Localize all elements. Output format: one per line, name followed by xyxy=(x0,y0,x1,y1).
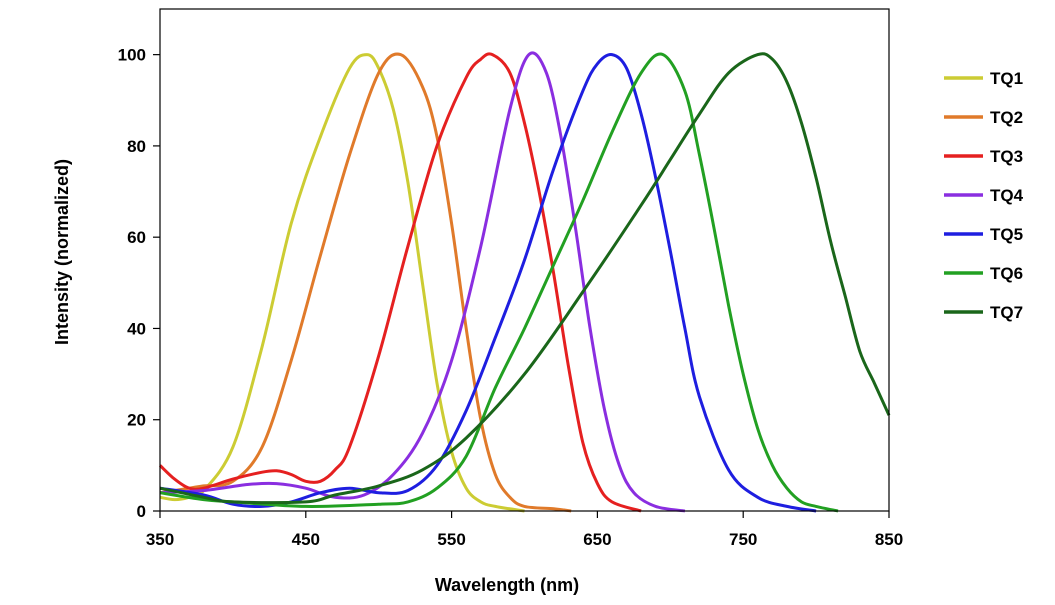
x-tick-label: 650 xyxy=(583,530,611,549)
series-line-tq6 xyxy=(159,52,839,513)
y-tick-label: 100 xyxy=(118,46,146,65)
x-axis: 350 450 550 650 750 850 xyxy=(146,511,903,549)
series-line-tq5 xyxy=(159,53,817,513)
series-line-tq3 xyxy=(158,52,642,513)
y-tick-label: 40 xyxy=(127,319,146,338)
x-tick-label: 450 xyxy=(292,530,320,549)
legend-label-tq1: TQ1 xyxy=(990,69,1023,88)
x-axis-title: Wavelength (nm) xyxy=(435,575,579,595)
plot-series-group xyxy=(158,51,891,513)
y-tick-label: 20 xyxy=(127,411,146,430)
legend-label-tq7: TQ7 xyxy=(990,303,1023,322)
legend-label-tq5: TQ5 xyxy=(990,225,1023,244)
series-line-tq1 xyxy=(159,53,525,513)
x-tick-label: 550 xyxy=(437,530,465,549)
y-tick-label: 80 xyxy=(127,137,146,156)
y-tick-label: 0 xyxy=(137,502,146,521)
legend-label-tq3: TQ3 xyxy=(990,147,1023,166)
x-tick-label: 850 xyxy=(875,530,903,549)
y-axis-title: Intensity (normalized) xyxy=(52,159,72,345)
series-line-tq7 xyxy=(159,52,891,505)
legend-label-tq6: TQ6 xyxy=(990,264,1023,283)
x-tick-label: 350 xyxy=(146,530,174,549)
y-tick-label: 60 xyxy=(127,228,146,247)
x-tick-label: 750 xyxy=(729,530,757,549)
legend-label-tq4: TQ4 xyxy=(990,186,1024,205)
series-line-tq4 xyxy=(159,51,686,513)
y-axis: 0 20 40 60 80 100 xyxy=(118,46,160,521)
legend: TQ1 TQ2 TQ3 TQ4 TQ5 TQ6 TQ7 xyxy=(944,69,1024,322)
plot-frame xyxy=(159,8,890,512)
series-line-tq2 xyxy=(159,52,572,513)
legend-label-tq2: TQ2 xyxy=(990,108,1023,127)
